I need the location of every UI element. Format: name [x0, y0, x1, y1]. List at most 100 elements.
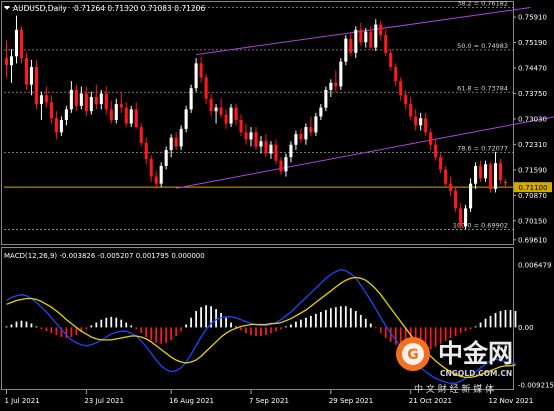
candle-body: [134, 109, 138, 128]
macd-histogram-bar: [439, 327, 442, 344]
candle: [269, 141, 273, 159]
macd-histogram-bar: [389, 327, 392, 342]
current-price-label: 0.71100: [519, 184, 548, 192]
candle-body: [29, 66, 33, 85]
candle-body: [314, 116, 318, 133]
candle-body: [269, 144, 273, 154]
candle-body: [234, 107, 238, 120]
macd-panel-frame: [1, 247, 514, 390]
macd-histogram-bar: [65, 327, 68, 338]
price-tick-label: 0.71590: [518, 166, 547, 174]
candle-body: [79, 93, 83, 106]
candle: [454, 187, 458, 212]
candle: [359, 22, 363, 46]
fib-level-label: 61.8 = 0.73784: [457, 84, 508, 92]
candle-body: [14, 29, 19, 57]
macd-histogram-bar: [509, 310, 512, 328]
macd-histogram-bar: [5, 326, 8, 328]
candle-body: [39, 95, 43, 105]
macd-histogram-bar: [85, 327, 88, 330]
candle: [304, 123, 308, 145]
candle: [169, 134, 173, 158]
candle: [284, 153, 288, 177]
candle: [179, 125, 183, 151]
candle-body: [319, 107, 323, 117]
macd-indicator-label: MACD(12,26,9) -0.003826 -0.005207 0.0017…: [4, 252, 205, 260]
candle: [503, 179, 508, 188]
candle: [119, 91, 123, 113]
macd-histogram-bar: [45, 327, 48, 332]
candle-body: [49, 102, 53, 119]
macd-histogram-bar: [469, 327, 472, 330]
candle-body: [454, 190, 458, 209]
candle-body: [224, 114, 228, 124]
candle-body: [54, 118, 58, 133]
candle: [209, 93, 213, 117]
candle: [309, 116, 313, 136]
macd-tick-label: 0.006479: [518, 262, 551, 270]
macd-histogram-bar: [364, 318, 367, 328]
candle-body: [394, 66, 398, 82]
candle-body: [469, 183, 473, 209]
candle-body: [164, 150, 168, 166]
macd-histogram-bar: [374, 327, 377, 329]
candle: [464, 204, 468, 230]
candle-body: [64, 109, 68, 120]
candle-body: [244, 132, 248, 140]
macd-histogram-bar: [319, 312, 322, 328]
macd-histogram-bar: [280, 327, 282, 330]
candle-body: [493, 163, 498, 189]
macd-histogram-bar: [245, 327, 247, 334]
macd-histogram-bar: [255, 327, 257, 337]
candle: [194, 58, 198, 92]
price-channel[interactable]: [176, 7, 554, 189]
candle: [184, 105, 188, 133]
macd-histogram-bar: [399, 327, 402, 348]
candle-body: [488, 164, 493, 189]
macd-histogram-bar: [369, 323, 372, 328]
candle: [279, 157, 283, 175]
candle-body: [144, 142, 148, 159]
candle: [39, 91, 43, 120]
candle-body: [459, 208, 463, 227]
candle-body: [209, 98, 213, 112]
date-tick-label: 23 Jul 2021: [84, 397, 124, 405]
candle-body: [109, 109, 113, 120]
candle: [469, 178, 473, 212]
date-tick-label: 29 Sep 2021: [329, 397, 373, 405]
candle-body: [279, 160, 283, 172]
candle-body: [219, 107, 223, 115]
price-panel-frame: [1, 1, 514, 245]
macd-histogram-bar: [130, 325, 133, 328]
candle-body: [129, 109, 133, 124]
candle-body: [404, 95, 408, 105]
candle: [399, 77, 403, 101]
macd-histogram-bar: [160, 327, 163, 344]
candle: [354, 26, 358, 59]
macd-histogram-bar: [200, 307, 202, 328]
chart-ohlc-values: 0.71264 0.71320 0.71083 0.71206: [74, 4, 205, 13]
candle: [219, 98, 223, 119]
macd-histogram-bar: [80, 327, 83, 333]
candle: [384, 29, 388, 57]
candle-body: [274, 144, 278, 161]
candle: [59, 116, 63, 136]
channel-lower-line: [176, 116, 554, 189]
candle-body: [429, 132, 433, 145]
candlesticks: [4, 15, 508, 230]
candle-body: [474, 165, 478, 184]
candle-body: [389, 52, 393, 67]
macd-histogram-bar: [205, 305, 207, 328]
symbol-dropdown-icon[interactable]: [4, 6, 10, 10]
candle-body: [124, 107, 128, 124]
candle-body: [149, 158, 153, 177]
candle: [69, 81, 73, 113]
macd-histogram-bar: [145, 327, 148, 337]
candle-body: [199, 63, 203, 78]
macd-histogram-bar: [290, 324, 292, 328]
candle-body: [94, 97, 98, 105]
candle-body: [44, 95, 48, 103]
candle-body: [239, 119, 243, 133]
